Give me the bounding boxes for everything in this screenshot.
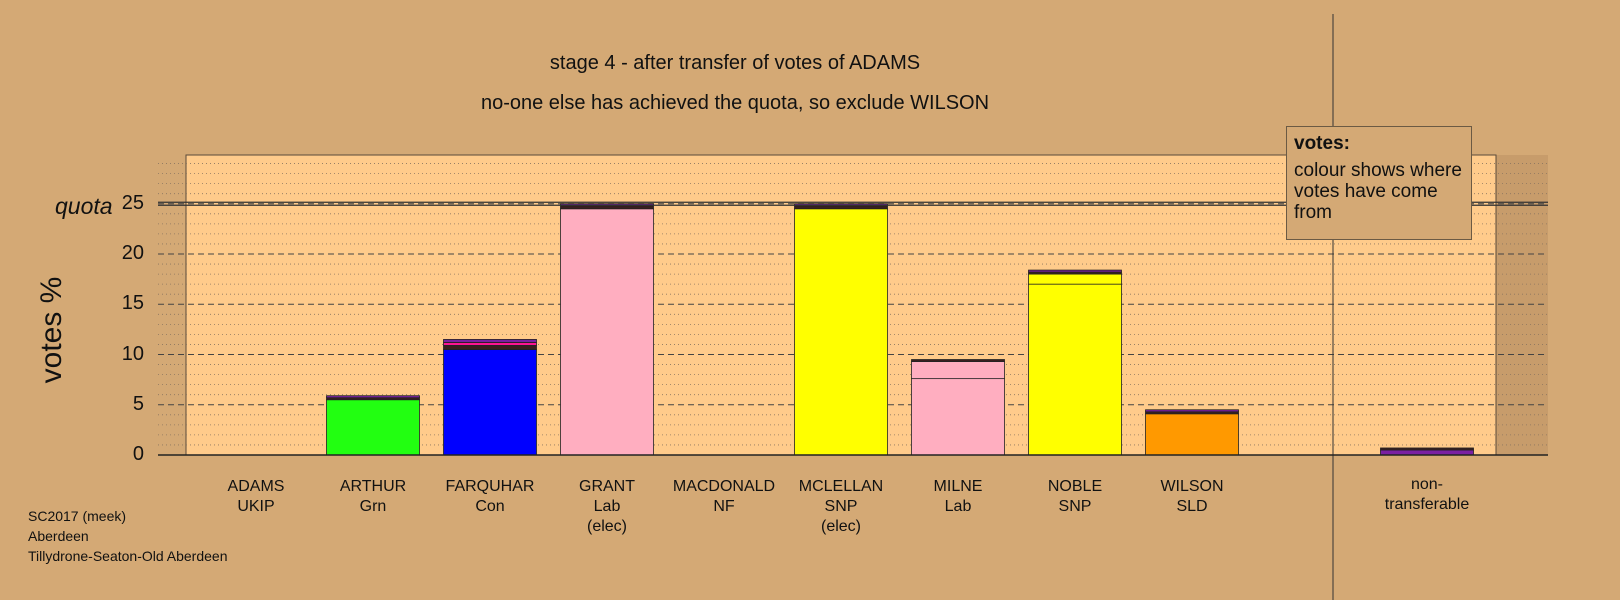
bar-segment [560,208,654,456]
footer-line-1: SC2017 (meek) [28,508,127,524]
candidate-party: Lab [944,498,972,515]
chart-title: stage 4 - after transfer of votes of ADA… [549,52,921,74]
candidate-label: FARQUHAR Con [430,477,550,517]
bar-segment [911,361,1005,380]
y-tick-label: 20 [121,242,144,264]
bar-segment [443,342,537,346]
candidate-name: WILSON [1160,478,1224,495]
y-tick-label: 15 [121,292,144,315]
candidate-label: WILSON SLD [1132,477,1252,517]
bar-segment [443,339,537,343]
candidate-label: ADAMS UKIP [196,477,316,517]
bar-segment [1028,273,1122,285]
footer-line-3: Tillydrone-Seaton-Old Aberdeen [28,548,228,564]
bar-segment [443,345,537,350]
candidate-party: SNP [1058,498,1092,515]
candidate-party: Con [475,498,505,515]
legend-text: colour shows where votes have come from [1294,160,1462,223]
candidate-name: MCLELLAN [798,478,884,495]
bar-segment [326,395,420,399]
chart-subtitle: no-one else has achieved the quota, so e… [480,92,990,114]
candidate-name: ARTHUR [339,478,407,495]
y-tick-label: 25 [121,191,144,214]
footer-line-2: Aberdeen [28,528,89,544]
candidate-name: FARQUHAR [445,478,535,495]
bar-segment [1028,269,1122,273]
bar-segment [1145,413,1239,456]
quota-label: quota [55,193,113,219]
candidate-name: non- [1410,476,1444,493]
plot-right-strip [1496,155,1548,455]
bar-segment [1028,283,1122,456]
bar-segment [911,378,1005,456]
candidate-party: SNP [824,498,858,515]
y-axis-label: votes % [35,276,68,384]
bar-segment [794,205,888,210]
candidate-label: GRANT Lab (elec) [547,477,667,537]
candidate-label: non-transferable [1367,475,1487,515]
bar-segment [560,205,654,210]
candidate-name: GRANT [579,478,635,495]
candidate-note: (elec) [586,518,627,535]
candidate-party: transferable [1384,496,1470,513]
bar-segment [1145,409,1239,413]
candidate-party: SLD [1176,498,1208,515]
bar-segment [1380,449,1474,456]
y-tick-label: 10 [121,342,144,365]
bar-segment [911,359,1005,362]
legend-box: votes: colour shows where votes have com… [1286,126,1472,240]
candidate-name: NOBLE [1047,478,1103,495]
candidate-name: ADAMS [227,478,285,495]
candidate-label: NOBLE SNP [1015,477,1135,517]
candidate-party: UKIP [237,498,275,515]
y-tick-label: 0 [132,443,144,465]
candidate-label: ARTHUR Grn [313,477,433,517]
candidate-party: Lab [593,498,621,515]
candidate-label: MACDONALD NF [664,477,784,517]
candidate-name: MILNE [933,478,983,495]
candidate-label: MCLELLAN SNP (elec) [781,477,901,537]
legend-title: votes: [1294,133,1350,154]
bar-segment [443,349,537,456]
bar-segment [1380,447,1474,451]
bar-segment [326,399,420,456]
candidate-party: Grn [359,498,387,515]
candidate-label: MILNE Lab [898,477,1018,517]
y-tick-label: 5 [132,392,144,415]
candidate-party: NF [713,498,735,515]
bar-segment [794,208,888,456]
candidate-name: MACDONALD [672,478,776,495]
candidate-note: (elec) [820,518,861,535]
